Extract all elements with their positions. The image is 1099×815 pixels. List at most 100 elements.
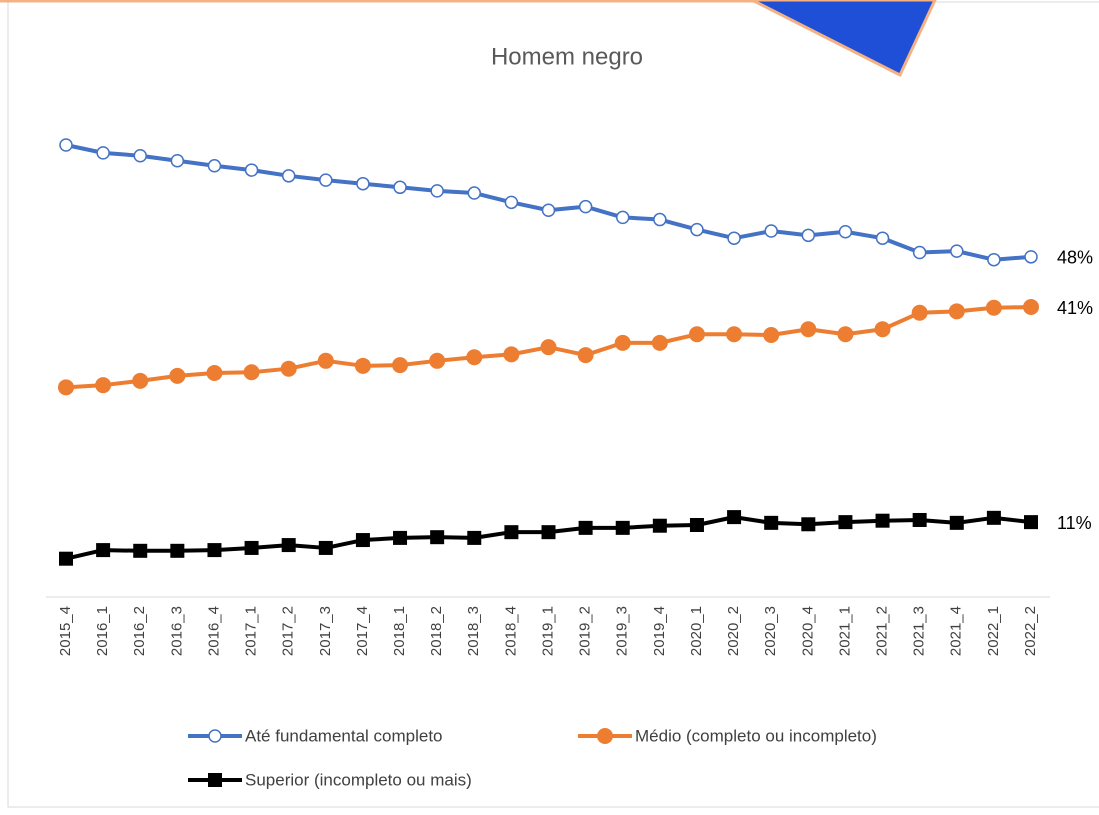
marker xyxy=(577,347,594,364)
x-tick-label: 2020_1 xyxy=(688,606,705,656)
marker xyxy=(356,176,370,191)
x-tick-label: 2016_1 xyxy=(94,606,111,656)
marker xyxy=(58,379,74,396)
marker xyxy=(208,773,222,787)
marker xyxy=(281,538,296,553)
x-tick-label: 2021_1 xyxy=(836,606,853,656)
marker xyxy=(801,228,816,243)
marker xyxy=(838,515,853,530)
marker xyxy=(541,525,556,540)
x-tick-label: 2019_3 xyxy=(614,606,631,656)
marker xyxy=(912,512,927,527)
marker xyxy=(875,231,890,245)
marker xyxy=(597,728,613,744)
chart-title: Homem negro xyxy=(491,43,643,70)
marker xyxy=(688,326,705,343)
marker xyxy=(169,367,186,384)
marker xyxy=(244,163,259,177)
marker xyxy=(652,518,667,533)
marker xyxy=(875,513,890,528)
decor-shape xyxy=(751,0,937,78)
marker xyxy=(95,377,112,394)
x-tick-label: 2017_3 xyxy=(317,606,334,656)
marker xyxy=(578,520,593,535)
x-tick-label: 2020_2 xyxy=(725,606,742,656)
marker xyxy=(503,346,520,363)
marker xyxy=(837,326,854,343)
marker xyxy=(207,543,222,558)
marker xyxy=(986,510,1001,525)
marker xyxy=(207,159,222,173)
marker xyxy=(59,551,73,566)
marker xyxy=(354,357,371,374)
marker xyxy=(59,138,73,152)
marker xyxy=(504,525,519,540)
marker xyxy=(243,364,260,381)
marker xyxy=(653,212,667,227)
marker xyxy=(1023,299,1039,316)
x-tick-label: 2018_4 xyxy=(502,606,519,656)
data-label: 41% xyxy=(1057,298,1093,318)
marker xyxy=(355,533,370,548)
marker xyxy=(541,203,556,217)
x-tick-label: 2018_3 xyxy=(465,606,482,656)
marker xyxy=(911,304,928,321)
x-tick-label: 2016_3 xyxy=(168,606,185,656)
x-tick-label: 2017_4 xyxy=(354,606,371,656)
marker xyxy=(874,321,891,338)
marker xyxy=(133,543,148,558)
marker xyxy=(764,224,778,238)
marker xyxy=(318,540,333,555)
marker xyxy=(96,146,110,160)
marker xyxy=(1024,250,1038,264)
x-tick-label: 2015_4 xyxy=(57,606,74,656)
marker xyxy=(690,222,704,237)
marker xyxy=(393,530,408,545)
marker xyxy=(280,360,297,377)
marker xyxy=(429,352,446,369)
marker xyxy=(912,245,927,260)
x-tick-label: 2017_1 xyxy=(243,606,260,656)
marker xyxy=(615,520,630,535)
data-label: 11% xyxy=(1057,513,1092,533)
x-tick-label: 2016_2 xyxy=(131,606,148,656)
x-tick-label: 2019_2 xyxy=(577,606,594,656)
marker xyxy=(208,729,222,743)
marker xyxy=(96,543,111,558)
marker xyxy=(949,515,964,530)
marker xyxy=(170,543,185,558)
marker xyxy=(838,224,853,239)
marker xyxy=(317,352,334,369)
marker xyxy=(170,154,185,168)
x-tick-label: 2018_2 xyxy=(428,606,445,656)
marker xyxy=(244,540,259,555)
marker xyxy=(800,321,817,338)
x-tick-label: 2019_4 xyxy=(651,606,668,656)
x-tick-label: 2022_1 xyxy=(985,606,1002,656)
marker xyxy=(430,530,445,545)
marker xyxy=(319,173,333,187)
x-tick-label: 2017_2 xyxy=(280,606,297,656)
marker xyxy=(726,326,743,343)
chart-frame xyxy=(7,1,1099,808)
marker xyxy=(615,210,630,225)
data-label: 48% xyxy=(1057,248,1093,268)
marker xyxy=(1024,515,1038,530)
marker xyxy=(578,199,593,214)
legend-label: Médio (completo ou incompleto) xyxy=(635,726,877,745)
marker xyxy=(466,349,483,366)
marker xyxy=(727,231,741,245)
marker xyxy=(727,510,742,525)
marker xyxy=(540,339,557,356)
legend-label: Superior (incompleto ou mais) xyxy=(245,770,472,789)
x-tick-label: 2018_1 xyxy=(391,606,408,656)
marker xyxy=(467,186,482,200)
x-tick-label: 2019_1 xyxy=(539,606,556,656)
marker xyxy=(614,334,631,351)
marker xyxy=(467,530,482,545)
marker xyxy=(504,195,519,210)
marker xyxy=(763,326,780,343)
x-tick-label: 2021_2 xyxy=(874,606,891,656)
